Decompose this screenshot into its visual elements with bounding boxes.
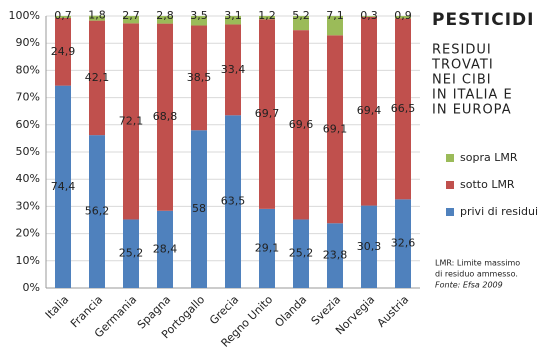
data-label: 74,4	[51, 180, 76, 193]
legend-label: sopra LMR	[460, 151, 518, 164]
bar-segment	[225, 16, 241, 25]
bar-segment	[191, 16, 207, 26]
subtitle-line: IN ITALIA E	[432, 88, 513, 103]
data-label: 0,3	[360, 9, 378, 22]
y-tick-label: 30%	[16, 199, 40, 212]
y-tick-label: 40%	[16, 172, 40, 185]
bar-segment	[361, 16, 377, 17]
data-label: 25,2	[119, 247, 144, 260]
data-label: 68,8	[153, 110, 178, 123]
data-label: 56,2	[85, 205, 110, 218]
data-label: 69,1	[323, 122, 348, 135]
bar-segment	[191, 25, 207, 131]
bar-segment	[89, 135, 105, 288]
data-label: 33,4	[221, 63, 246, 76]
x-tick-label: Italia	[43, 293, 71, 321]
bar-segment	[191, 130, 207, 288]
y-tick-label: 0%	[23, 281, 40, 294]
legend-swatch	[446, 181, 454, 189]
data-label: 29,1	[255, 241, 280, 254]
bar-segment	[361, 205, 377, 288]
bar-segment	[259, 19, 275, 209]
bar-segment	[327, 16, 343, 36]
bar-segment	[157, 210, 173, 288]
data-label: 0,7	[54, 9, 72, 22]
data-label: 69,6	[289, 118, 314, 131]
legend-label: privi di residui	[460, 205, 538, 218]
bar-segment	[225, 115, 241, 288]
subtitle-line: TROVATI	[431, 58, 494, 73]
bar-segment	[327, 223, 343, 288]
bar-segment	[395, 16, 411, 19]
note-line: Fonte: Efsa 2009	[435, 281, 503, 290]
data-label: 69,4	[357, 104, 382, 117]
bar-segment	[225, 24, 241, 116]
subtitle-line: RESIDUI	[432, 43, 492, 58]
data-label: 72,1	[119, 114, 144, 127]
y-tick-label: 20%	[16, 227, 40, 240]
data-label: 69,7	[255, 107, 280, 120]
bar-segment	[55, 16, 71, 18]
data-label: 30,3	[357, 240, 382, 253]
data-label: 32,6	[391, 237, 416, 250]
note-line: LMR: Limite massimo	[435, 259, 520, 268]
x-tick-label: Olanda	[272, 293, 309, 330]
data-label: 63,5	[221, 195, 246, 208]
y-tick-label: 90%	[16, 36, 40, 49]
subtitle-line: IN EUROPA	[432, 103, 512, 118]
bar-segment	[395, 199, 411, 288]
y-tick-label: 60%	[16, 118, 40, 131]
data-label: 3,5	[190, 9, 208, 22]
bar-segment	[123, 23, 139, 220]
data-label: 1,2	[258, 9, 276, 22]
bar-segment	[157, 16, 173, 24]
bar-segment	[89, 20, 105, 136]
y-tick-label: 70%	[16, 91, 40, 104]
bar-segment	[327, 35, 343, 224]
bar-segment	[293, 219, 309, 288]
y-tick-label: 50%	[16, 145, 40, 158]
note-line: di residuo ammesso.	[435, 270, 518, 279]
data-label: 23,8	[323, 249, 348, 262]
data-label: 25,2	[289, 247, 314, 260]
data-label: 58	[192, 202, 206, 215]
bar-segment	[293, 30, 309, 220]
legend-swatch	[446, 154, 454, 162]
bar-segment	[293, 16, 309, 31]
data-label: 24,9	[51, 45, 76, 58]
data-label: 3,1	[224, 9, 242, 22]
bar-segment	[55, 17, 71, 86]
bar-segment	[123, 16, 139, 24]
bar-segment	[361, 16, 377, 206]
subtitle-line: NEI CIBI	[432, 73, 492, 88]
bar-segment	[259, 16, 275, 20]
data-label: 7,1	[326, 9, 344, 22]
data-label: 0,9	[394, 9, 412, 22]
chart-title: PESTICIDI	[432, 10, 534, 30]
data-label: 28,4	[153, 242, 178, 255]
bar-segment	[395, 18, 411, 200]
bar-segment	[55, 85, 71, 289]
x-tick-label: Austria	[375, 293, 412, 330]
y-tick-label: 100%	[9, 9, 40, 22]
bar-segment	[259, 208, 275, 288]
y-tick-label: 10%	[16, 254, 40, 267]
data-label: 2,7	[122, 9, 140, 22]
data-label: 5,2	[292, 9, 310, 22]
bar-segment	[89, 15, 105, 21]
bar-segment	[123, 219, 139, 288]
data-label: 38,5	[187, 71, 212, 84]
bar-segment	[157, 23, 173, 211]
data-label: 1,8	[88, 9, 106, 22]
data-label: 2,8	[156, 9, 174, 22]
legend-label: sotto LMR	[460, 178, 515, 191]
legend-swatch	[446, 208, 454, 216]
data-label: 66,5	[391, 102, 416, 115]
data-label: 42,1	[85, 71, 110, 84]
y-tick-label: 80%	[16, 63, 40, 76]
